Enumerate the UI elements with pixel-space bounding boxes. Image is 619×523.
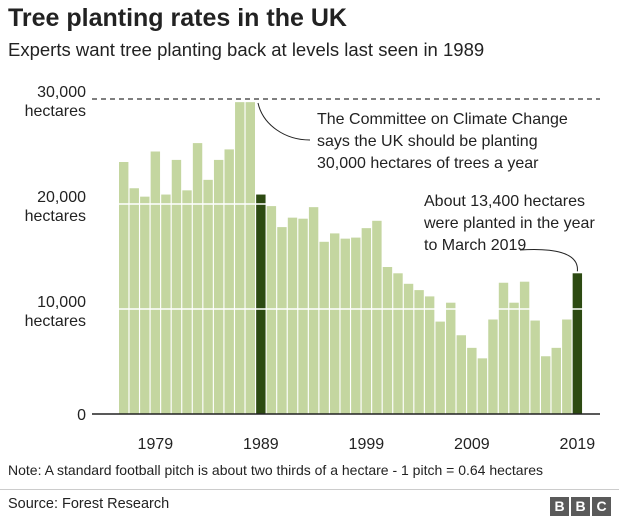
bar-1985 bbox=[213, 159, 224, 414]
y-tick-label: 20,000 bbox=[37, 189, 86, 206]
annotation-ccc-line: says the UK should be planting bbox=[317, 133, 538, 150]
y-tick-unit: hectares bbox=[25, 313, 86, 330]
bar-1992 bbox=[287, 217, 298, 414]
annotation-2019-line: were planted in the year bbox=[423, 215, 595, 232]
bar-1979 bbox=[150, 151, 161, 414]
y-tick-label: 0 bbox=[77, 407, 86, 424]
bar-1980 bbox=[161, 194, 171, 414]
bar-2019 bbox=[572, 273, 583, 414]
bar-1996 bbox=[330, 233, 340, 414]
bar-1993 bbox=[298, 218, 308, 414]
bar-1981 bbox=[171, 159, 182, 414]
bar-2015 bbox=[530, 320, 540, 414]
bar-2002 bbox=[393, 273, 403, 414]
bar-2008 bbox=[456, 335, 466, 414]
annotation-2019-line: to March 2019 bbox=[424, 237, 526, 254]
annotation-2019-line: About 13,400 hectares bbox=[424, 193, 585, 210]
bar-2004 bbox=[414, 290, 424, 414]
bar-2007 bbox=[446, 302, 456, 414]
annotation-2019-pointer bbox=[519, 249, 578, 272]
bar-1998 bbox=[351, 237, 361, 414]
bar-1987 bbox=[235, 102, 245, 415]
y-tick-unit: hectares bbox=[25, 103, 86, 120]
x-tick-label: 1989 bbox=[243, 436, 279, 453]
bar-2005 bbox=[424, 296, 435, 414]
bar-1989 bbox=[256, 194, 266, 414]
y-tick-label: 10,000 bbox=[37, 294, 86, 311]
y-tick-label: 30,000 bbox=[37, 84, 86, 101]
bar-2000 bbox=[372, 220, 382, 414]
bbc-logo: B B C bbox=[550, 497, 611, 516]
annotation-ccc-line: 30,000 hectares of trees a year bbox=[317, 155, 539, 172]
bar-2013 bbox=[509, 302, 519, 414]
chart-title: Tree planting rates in the UK bbox=[8, 4, 347, 32]
annotation-ccc-pointer bbox=[257, 102, 311, 141]
bar-2010 bbox=[477, 358, 488, 414]
bar-2006 bbox=[435, 321, 445, 414]
y-tick-unit: hectares bbox=[25, 208, 86, 225]
bar-1978 bbox=[140, 196, 150, 414]
x-tick-label: 1999 bbox=[349, 436, 385, 453]
footnote: Note: A standard football pitch is about… bbox=[8, 462, 544, 478]
bar-1986 bbox=[224, 149, 234, 414]
bar-1977 bbox=[129, 188, 139, 414]
bar-1999 bbox=[361, 228, 372, 414]
bbc-logo-letter: B bbox=[571, 497, 590, 516]
bbc-logo-letter: B bbox=[550, 497, 569, 516]
bar-2003 bbox=[403, 283, 414, 414]
bar-1995 bbox=[319, 241, 329, 414]
annotation-ccc-line: The Committee on Climate Change bbox=[317, 111, 568, 128]
bar-2009 bbox=[467, 347, 477, 414]
bar-2001 bbox=[382, 267, 393, 414]
bar-2011 bbox=[488, 319, 498, 414]
bar-1991 bbox=[277, 227, 287, 414]
bar-1990 bbox=[266, 206, 277, 414]
bar-1976 bbox=[119, 162, 129, 414]
chart-subtitle: Experts want tree planting back at level… bbox=[8, 39, 485, 60]
bar-1997 bbox=[340, 238, 350, 414]
bar-1988 bbox=[245, 102, 255, 415]
x-tick-label: 2019 bbox=[560, 436, 596, 453]
bar-2018 bbox=[562, 319, 572, 414]
bar-1983 bbox=[192, 143, 203, 414]
x-tick-label: 2009 bbox=[454, 436, 490, 453]
bar-2017 bbox=[551, 347, 561, 414]
bar-2012 bbox=[498, 282, 509, 414]
x-tick-label: 1979 bbox=[138, 436, 174, 453]
tree-planting-bar-chart: 30,000 hectares 20,000 hectares 10,000 hectar… bbox=[25, 84, 600, 453]
bbc-logo-letter: C bbox=[592, 497, 611, 516]
source-label: Source: Forest Research bbox=[8, 496, 170, 512]
bar-1984 bbox=[203, 179, 213, 414]
footer-divider bbox=[0, 489, 619, 490]
bar-1982 bbox=[182, 190, 192, 414]
bar-1994 bbox=[308, 207, 319, 414]
bar-2014 bbox=[519, 281, 530, 414]
bar-2016 bbox=[541, 356, 551, 414]
